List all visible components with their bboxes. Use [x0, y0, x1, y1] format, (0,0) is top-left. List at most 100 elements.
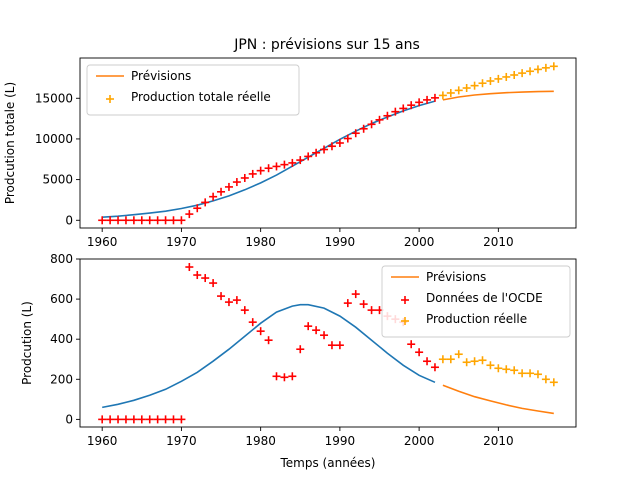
data-point — [343, 134, 352, 143]
x-tick-label: 1990 — [325, 235, 356, 249]
data-point — [217, 187, 226, 196]
data-point — [335, 341, 344, 350]
data-point — [343, 299, 352, 308]
data-point — [256, 327, 265, 336]
data-point — [407, 101, 416, 110]
legend-box — [86, 64, 300, 116]
data-point — [209, 192, 218, 201]
axes-frame — [79, 57, 577, 229]
data-point — [272, 162, 281, 171]
series-markers-1-3 — [438, 350, 558, 387]
data-point — [248, 169, 257, 178]
data-point — [351, 129, 360, 138]
x-tick-label: 1960 — [87, 434, 118, 448]
legend-item: Prévisions — [96, 69, 191, 83]
data-point — [518, 369, 527, 378]
legend-marker-swatch — [401, 317, 409, 325]
legend-item: Production totale réelle — [106, 90, 271, 104]
data-point — [106, 415, 115, 424]
series-line-1-0 — [102, 303, 436, 409]
data-point — [359, 124, 368, 133]
data-point — [438, 355, 447, 364]
data-point — [375, 115, 384, 124]
data-point — [145, 216, 154, 225]
data-point — [264, 164, 273, 173]
y-axis-label: Prodcution (L) — [20, 301, 34, 385]
x-axis-label: Temps (années) — [280, 456, 376, 470]
data-point — [462, 84, 471, 93]
data-point — [224, 182, 233, 191]
data-point — [446, 88, 455, 97]
data-point — [549, 378, 558, 387]
data-point — [240, 306, 249, 315]
data-point — [502, 72, 511, 81]
data-point — [510, 71, 519, 79]
bottom-chart-panel: 1960 1970 1980 1990 2000 2010 0 200 400 600 800 Pro… — [20, 252, 577, 470]
data-point — [367, 120, 376, 129]
data-point — [533, 370, 542, 379]
data-point — [541, 63, 550, 72]
series-markers-1-2 — [98, 263, 439, 424]
data-point — [502, 365, 511, 374]
data-point — [296, 345, 305, 354]
y-tick-label: 400 — [50, 332, 73, 346]
data-point — [415, 348, 424, 357]
data-point — [304, 152, 313, 161]
data-point — [335, 139, 344, 147]
data-point — [438, 91, 447, 100]
series-markers-0-3 — [438, 62, 558, 100]
data-point — [153, 415, 162, 424]
data-point — [304, 322, 313, 331]
data-point — [423, 357, 432, 366]
data-point — [98, 216, 107, 225]
x-tick-label: 1980 — [245, 235, 276, 249]
y-tick-label: 800 — [50, 252, 73, 266]
data-point — [169, 415, 178, 424]
x-tick-label: 1990 — [325, 434, 356, 448]
data-point — [185, 210, 194, 219]
data-point — [224, 298, 233, 307]
data-point — [478, 356, 487, 365]
data-point — [312, 326, 321, 335]
data-point — [327, 341, 336, 350]
legend-item: Prévisions — [391, 270, 486, 284]
data-point — [486, 77, 495, 86]
series-markers-0-2 — [98, 93, 439, 225]
legend-item: Données de l'OCDE — [401, 291, 543, 305]
x-tick-label: 1970 — [166, 434, 197, 448]
data-point — [145, 415, 154, 424]
data-point — [470, 357, 479, 366]
y-tick-label: 200 — [50, 372, 73, 386]
data-point — [185, 263, 194, 272]
x-tick-label: 1980 — [245, 434, 276, 448]
data-point — [129, 415, 138, 424]
data-point — [193, 271, 202, 280]
data-point — [470, 81, 479, 90]
y-tick-label: 600 — [50, 292, 73, 306]
data-point — [327, 142, 336, 151]
data-point — [383, 111, 392, 120]
data-point — [137, 415, 146, 424]
legend-label: Production totale réelle — [131, 90, 271, 104]
data-point — [121, 216, 130, 225]
data-point — [549, 62, 558, 71]
x-tick-label: 2000 — [404, 235, 435, 249]
data-point — [288, 372, 297, 381]
data-point — [121, 415, 130, 424]
data-point — [114, 216, 123, 225]
data-point — [153, 216, 162, 225]
data-point — [446, 355, 455, 364]
legend-marker-swatch — [106, 95, 114, 103]
data-point — [201, 198, 210, 207]
chart-title: JPN : prévisions sur 15 ans — [233, 37, 420, 53]
data-point — [256, 166, 265, 175]
data-point — [161, 415, 170, 424]
legend-box — [381, 265, 571, 338]
data-point — [193, 204, 202, 213]
series-line-1-1 — [442, 384, 554, 415]
legend-label: Prévisions — [131, 69, 191, 83]
top-chart-panel: 1960 1970 1980 1990 2000 2010 0 5000 10000 15000 P… — [3, 57, 577, 249]
data-point — [106, 216, 115, 225]
data-point — [177, 216, 186, 225]
data-point — [510, 366, 519, 375]
